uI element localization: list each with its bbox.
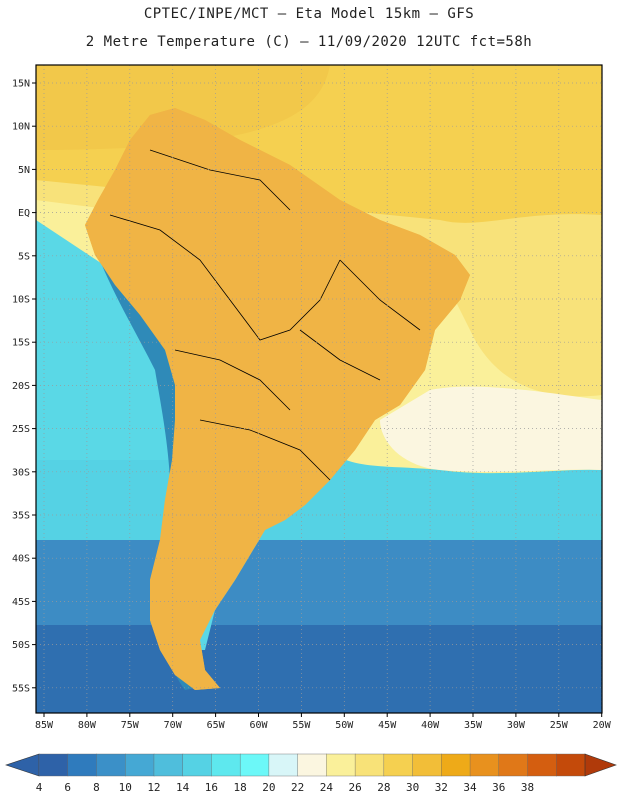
colorbar-swatch: [125, 753, 155, 777]
lat-label: 10S: [12, 295, 30, 306]
lon-label: 50W: [335, 720, 354, 731]
colorbar-tick-label: 22: [291, 781, 304, 794]
colorbar-swatch: [354, 753, 385, 777]
lon-label: 55W: [292, 720, 311, 731]
lon-label: 80W: [78, 720, 97, 731]
border-peru: [109, 214, 231, 301]
colorbar-swatch: [527, 753, 557, 777]
colorbar-tick-label: 8: [93, 781, 100, 794]
colorbar-swatch: [326, 753, 356, 777]
lon-label: 30W: [507, 720, 526, 731]
colorbar-swatch: [153, 753, 184, 777]
colorbar-tick-label: 28: [377, 781, 390, 794]
colorbar-tick-label: 24: [320, 781, 334, 794]
map-frame: [35, 64, 603, 714]
colorbar-swatch: [556, 753, 586, 777]
colorbar-swatch: [441, 753, 471, 777]
lat-label: EQ: [18, 208, 30, 219]
colorbar-tick-label: 4: [36, 781, 43, 794]
colorbar-tick-label: 30: [406, 781, 419, 794]
lat-label: 15N: [12, 79, 30, 90]
colorbar-tick-label: 36: [492, 781, 505, 794]
colorbar-tick-label: 18: [234, 781, 247, 794]
border-brazil-states-1: [339, 259, 421, 331]
lon-label: 60W: [249, 720, 268, 731]
lon-label: 25W: [550, 720, 569, 731]
country-borders: [109, 149, 421, 481]
lon-label: 40W: [421, 720, 440, 731]
lat-label: 55S: [12, 683, 30, 694]
colorbar-swatch: [211, 753, 241, 777]
colorbar-swatch: [469, 753, 500, 777]
lat-label: 35S: [12, 511, 30, 522]
map-title-line-2: 2 Metre Temperature (C) – 11/09/2020 12U…: [85, 34, 533, 50]
colorbar-tick-label: 20: [262, 781, 275, 794]
temperature-field: [36, 65, 602, 713]
colorbar-left-arrow: [5, 753, 40, 777]
lon-label: 65W: [207, 720, 226, 731]
border-venezuela: [149, 149, 291, 211]
lat-label: 45S: [12, 597, 30, 608]
lat-label: 5N: [18, 165, 30, 176]
colorbar-swatch: [182, 753, 213, 777]
colorbar-tick-label: 16: [205, 781, 218, 794]
lon-label: 35W: [464, 720, 483, 731]
colorbar-swatch: [268, 753, 299, 777]
lat-label: 40S: [12, 554, 30, 565]
lon-label: 70W: [164, 720, 183, 731]
colorbar-swatch: [383, 753, 414, 777]
colorbar-swatch: [498, 753, 529, 777]
colorbar-tick-label: 32: [435, 781, 448, 794]
border-brazil-states-2: [299, 329, 381, 381]
colorbar-tick-label: 12: [147, 781, 160, 794]
lon-label: 45W: [378, 720, 397, 731]
colorbar: 4 6 8 10 12 14 16 18 20 22 24 26 28 30 32 34 36 38: [5, 753, 617, 794]
colorbar-tick-label: 34: [463, 781, 477, 794]
lon-label: 85W: [35, 720, 54, 731]
graticule: [36, 65, 603, 713]
latitude-labels: 15N 10N 5N EQ 5S 10S 15S 20S 25S 30S 35S 40S 45S 50S 5…: [12, 79, 36, 694]
colorbar-tick-label: 6: [64, 781, 71, 794]
border-paraguay-argentina: [199, 419, 331, 481]
colorbar-swatch: [96, 753, 126, 777]
colorbar-right-arrow: [584, 753, 617, 777]
ocean-pale-band: [380, 386, 602, 472]
lat-label: 30S: [12, 467, 30, 478]
lat-label: 15S: [12, 338, 30, 349]
colorbar-swatch: [239, 753, 270, 777]
colorbar-tick-label: 26: [348, 781, 361, 794]
border-brazil-west: [229, 259, 341, 341]
lat-label: 20S: [12, 381, 30, 392]
lat-label: 50S: [12, 640, 30, 651]
colorbar-swatch: [38, 753, 69, 777]
colorbar-swatch: [412, 753, 442, 777]
caribbean-warm-band: [36, 65, 330, 150]
colorbar-swatch: [67, 753, 98, 777]
colorbar-tick-label: 10: [119, 781, 132, 794]
lat-label: 10N: [12, 122, 30, 133]
colorbar-tick-label: 14: [176, 781, 190, 794]
colorbar-tick-label: 38: [521, 781, 534, 794]
lat-label: 5S: [18, 251, 30, 262]
colorbar-swatch: [297, 753, 327, 777]
lon-label: 20W: [593, 720, 612, 731]
lon-label: 75W: [121, 720, 140, 731]
border-bolivia: [174, 349, 291, 411]
longitude-labels: 85W 80W 75W 70W 65W 60W 55W 50W 45W 40W 35W 30W 25W 2…: [35, 713, 612, 731]
lat-label: 25S: [12, 424, 30, 435]
map-title-line-1: CPTEC/INPE/MCT – Eta Model 15km – GFS: [143, 6, 475, 22]
